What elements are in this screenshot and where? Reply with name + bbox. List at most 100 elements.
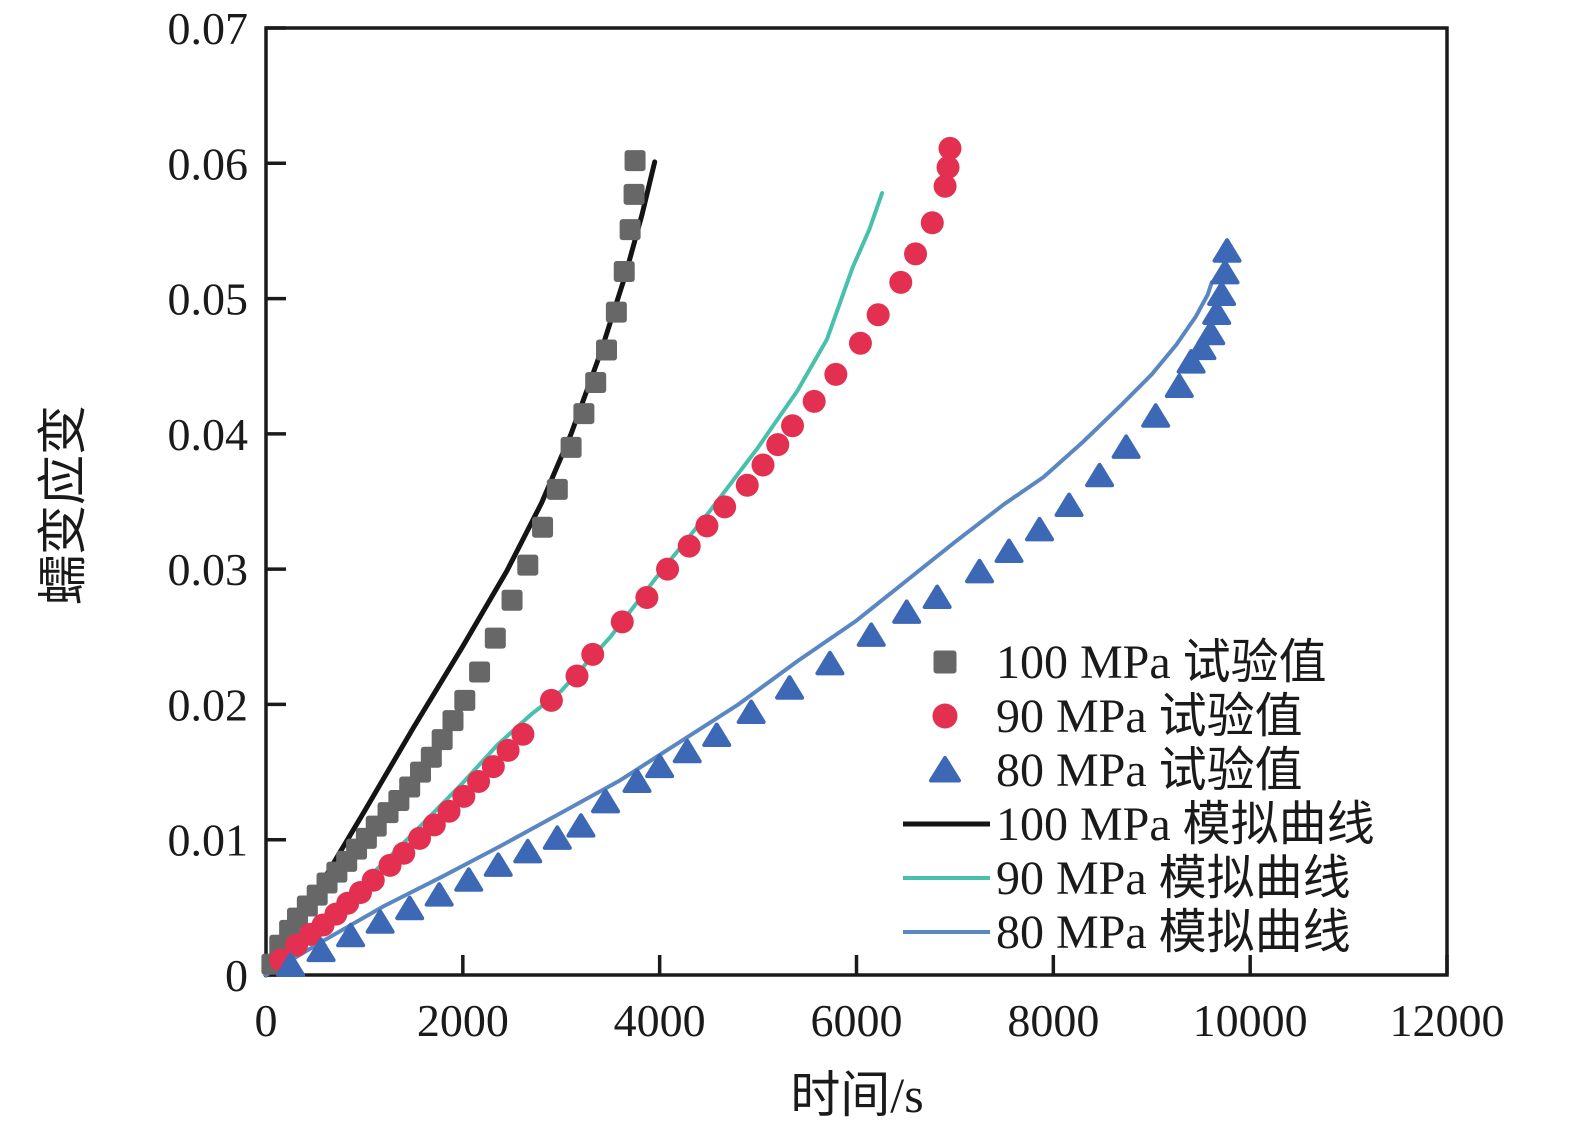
circle-marker <box>695 514 719 538</box>
circle-marker <box>422 813 446 837</box>
y-tick-label: 0.03 <box>168 544 249 595</box>
triangle-marker <box>1054 492 1084 518</box>
circle-marker <box>361 868 385 892</box>
triangle-marker <box>566 813 596 838</box>
scatter-90-MPa-试验值 <box>269 136 962 972</box>
triangle-marker <box>1111 434 1141 459</box>
triangle-marker <box>645 753 675 779</box>
y-tick-label: 0 <box>225 950 248 1001</box>
triangle-marker <box>1085 462 1115 488</box>
circle-marker <box>889 270 913 294</box>
square-marker <box>585 371 607 393</box>
square-marker <box>605 301 627 323</box>
square-marker <box>596 339 618 361</box>
x-tick-label: 2000 <box>417 995 509 1046</box>
circle-marker <box>467 770 491 794</box>
legend-label: 80 MPa 试验值 <box>996 744 1303 797</box>
circle-marker <box>920 211 944 235</box>
y-tick-label: 0.01 <box>168 815 249 866</box>
square-marker <box>469 661 491 683</box>
square-marker <box>613 261 635 283</box>
x-tick-label: 10000 <box>1193 995 1308 1046</box>
x-tick-label: 6000 <box>811 995 903 1046</box>
circle-marker <box>481 755 505 779</box>
square-marker <box>933 650 957 674</box>
circle-marker <box>848 331 872 355</box>
axis-ticks <box>264 26 1449 977</box>
legend-entry: 80 MPa 模拟曲线 <box>903 906 1351 959</box>
triangle-marker <box>1196 320 1226 346</box>
triangle-marker <box>1025 516 1055 542</box>
axis-tick-labels: 0 2000 4000 6000 8000 10000 12000 0 0.01 0.02 0.03… <box>168 3 1505 1046</box>
circle-marker <box>610 610 634 634</box>
triangle-marker <box>965 558 995 584</box>
triangle-marker <box>306 937 336 963</box>
triangle-marker <box>365 909 395 934</box>
circle-marker <box>938 136 962 160</box>
square-marker <box>560 436 582 458</box>
legend-label: 100 MPa 试验值 <box>996 636 1327 689</box>
circle-marker <box>496 738 520 762</box>
y-tick-label: 0.07 <box>168 3 249 54</box>
triangle-marker <box>1176 349 1206 374</box>
triangle-marker <box>892 599 922 624</box>
series-layer <box>261 136 1242 978</box>
triangle-marker <box>276 952 306 978</box>
triangle-marker <box>1207 281 1237 307</box>
triangle-marker <box>775 675 805 700</box>
circle-marker <box>735 473 759 497</box>
square-marker <box>546 478 568 500</box>
circle-marker <box>866 303 890 327</box>
square-marker <box>623 183 645 205</box>
square-marker <box>532 516 554 538</box>
circle-marker <box>581 642 605 666</box>
triangle-marker <box>922 584 952 610</box>
x-tick-label: 4000 <box>614 995 706 1046</box>
circle-marker <box>751 453 775 477</box>
square-marker <box>442 710 464 732</box>
y-tick-label: 0.05 <box>168 274 249 325</box>
circle-marker <box>392 841 416 865</box>
circle-marker <box>635 586 659 610</box>
square-marker <box>501 589 523 611</box>
y-tick-label: 0.06 <box>168 138 249 189</box>
square-marker <box>431 729 453 751</box>
triangle-marker <box>1164 373 1194 399</box>
triangle-marker <box>1141 403 1171 428</box>
scatter-100-MPa-试验值 <box>261 150 646 975</box>
square-marker <box>517 554 539 576</box>
square-marker <box>484 627 506 649</box>
legend-entry: 100 MPa 试验值 <box>933 636 1327 689</box>
triangle-marker <box>395 895 425 921</box>
legend-label: 90 MPa 模拟曲线 <box>996 852 1351 905</box>
circle-marker <box>511 722 535 746</box>
legend-label: 80 MPa 模拟曲线 <box>996 906 1351 959</box>
circle-marker <box>677 534 701 558</box>
square-marker <box>454 689 476 711</box>
x-tick-label: 8000 <box>1007 995 1099 1046</box>
legend-label: 100 MPa 模拟曲线 <box>996 798 1375 851</box>
triangle-marker <box>424 882 454 907</box>
circle-marker <box>656 557 680 581</box>
circle-marker <box>437 799 461 823</box>
sim-line-100-MPa-模拟曲线 <box>263 159 658 978</box>
triangle-marker <box>542 825 572 850</box>
triangle-marker <box>856 622 886 647</box>
y-axis-title: 蠕变应变 <box>35 405 91 605</box>
triangle-marker <box>702 722 732 748</box>
sim-line-80-MPa-模拟曲线 <box>264 280 1214 977</box>
y-tick-label: 0.04 <box>168 409 249 460</box>
triangle-marker <box>591 788 621 814</box>
circle-marker <box>408 826 432 850</box>
triangle-marker <box>1202 300 1232 325</box>
square-marker <box>624 150 646 172</box>
legend-entry: 100 MPa 模拟曲线 <box>903 798 1375 851</box>
circle-marker <box>452 784 476 808</box>
circle-marker <box>802 389 826 413</box>
triangle-marker <box>483 852 513 877</box>
scatter-80-MPa-试验值 <box>276 238 1242 978</box>
x-tick-label: 0 <box>255 995 278 1046</box>
circle-marker <box>565 664 589 688</box>
